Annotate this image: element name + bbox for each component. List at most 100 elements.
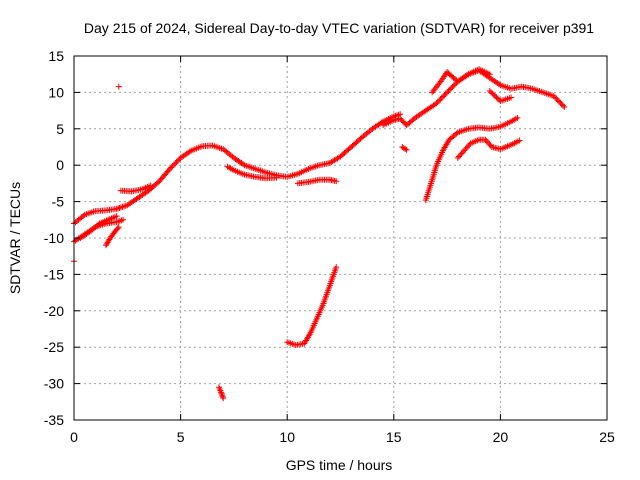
data-point: [514, 138, 521, 145]
data-point: [556, 98, 563, 105]
data-point: [489, 90, 496, 97]
series-track-d: [102, 224, 122, 249]
data-point: [440, 93, 447, 100]
data-point: [453, 130, 460, 137]
data-point: [103, 217, 110, 224]
x-tick-label: 5: [177, 429, 185, 445]
data-point: [480, 136, 487, 143]
data-point: [217, 387, 224, 394]
data-point: [367, 127, 374, 134]
data-point: [506, 119, 513, 126]
data-point: [561, 103, 568, 110]
series-track-o: [284, 264, 340, 349]
data-point: [95, 221, 102, 228]
data-point: [553, 95, 560, 102]
data-point: [122, 202, 129, 209]
data-point: [448, 85, 455, 92]
y-tick-label: -5: [52, 194, 65, 210]
data-point: [449, 83, 456, 90]
x-axis-label: GPS time / hours: [286, 457, 393, 473]
x-tick-label: 0: [70, 429, 78, 445]
data-point: [146, 183, 153, 190]
data-point: [229, 153, 236, 160]
data-point: [447, 72, 454, 79]
data-point: [109, 232, 116, 239]
data-point: [306, 331, 313, 338]
data-point: [111, 213, 118, 220]
data-point: [444, 89, 451, 96]
data-point: [116, 217, 123, 224]
data-point: [399, 118, 406, 125]
y-tick-label: -35: [44, 412, 64, 428]
data-point: [441, 92, 448, 99]
data-point: [154, 179, 161, 186]
data-point: [558, 101, 565, 108]
data-point: [495, 123, 502, 130]
data-point: [345, 146, 352, 153]
data-point: [463, 72, 470, 79]
y-tick-label: 15: [48, 48, 64, 64]
data-point: [402, 145, 409, 152]
data-point: [450, 82, 457, 89]
series-track-p: [215, 384, 227, 402]
data-point: [173, 159, 180, 166]
data-point: [137, 186, 144, 193]
data-point: [421, 108, 428, 115]
data-point: [451, 131, 458, 138]
data-point: [261, 168, 268, 175]
data-point: [486, 87, 493, 94]
y-tick-label: 5: [56, 121, 64, 137]
data-point: [486, 141, 493, 148]
chart-title: Day 215 of 2024, Sidereal Day-to-day VTE…: [84, 20, 594, 36]
data-point: [303, 166, 310, 173]
data-point: [93, 222, 100, 229]
data-point: [464, 143, 471, 150]
y-tick-label: -30: [44, 376, 64, 392]
series-track-e: [117, 182, 154, 195]
data-point: [303, 179, 310, 186]
data-point: [170, 161, 177, 168]
data-points: [71, 66, 568, 402]
data-point: [434, 98, 441, 105]
data-point: [527, 85, 534, 92]
data-point: [165, 167, 172, 174]
data-point: [438, 94, 445, 101]
data-point: [172, 160, 179, 167]
data-point: [218, 145, 225, 152]
data-point: [111, 206, 118, 213]
y-axis-label: SDTVAR / TECUs: [7, 182, 23, 294]
data-point: [461, 147, 468, 154]
data-point: [133, 196, 140, 202]
data-point: [458, 150, 465, 157]
data-point: [389, 117, 396, 124]
data-point: [459, 149, 466, 156]
data-point: [250, 165, 257, 172]
data-point: [437, 96, 444, 103]
data-point: [229, 166, 236, 173]
data-point: [495, 81, 502, 88]
data-point: [401, 119, 408, 126]
data-point: [218, 390, 225, 397]
x-tick-label: 10: [279, 429, 295, 445]
axis-ticks: 0 5 10 15 20 25 -35 -30 -25 -20 -15 -10 -5 0 5 10 15: [44, 48, 615, 445]
data-point: [164, 168, 171, 175]
data-point: [111, 219, 118, 226]
data-point: [428, 178, 435, 185]
y-tick-label: 10: [48, 84, 64, 100]
y-tick-label: 0: [56, 157, 64, 173]
data-point: [463, 144, 470, 151]
data-point: [490, 91, 497, 98]
y-tick-label: -20: [44, 303, 64, 319]
series-track-f: [224, 163, 280, 182]
data-point: [313, 316, 320, 323]
data-point: [153, 180, 160, 187]
data-point: [436, 80, 443, 87]
data-point: [457, 152, 464, 159]
data-point: [432, 164, 439, 171]
data-point: [409, 117, 416, 124]
data-point: [456, 153, 463, 160]
data-point: [474, 137, 481, 144]
data-point: [356, 136, 363, 143]
data-point: [197, 144, 204, 150]
